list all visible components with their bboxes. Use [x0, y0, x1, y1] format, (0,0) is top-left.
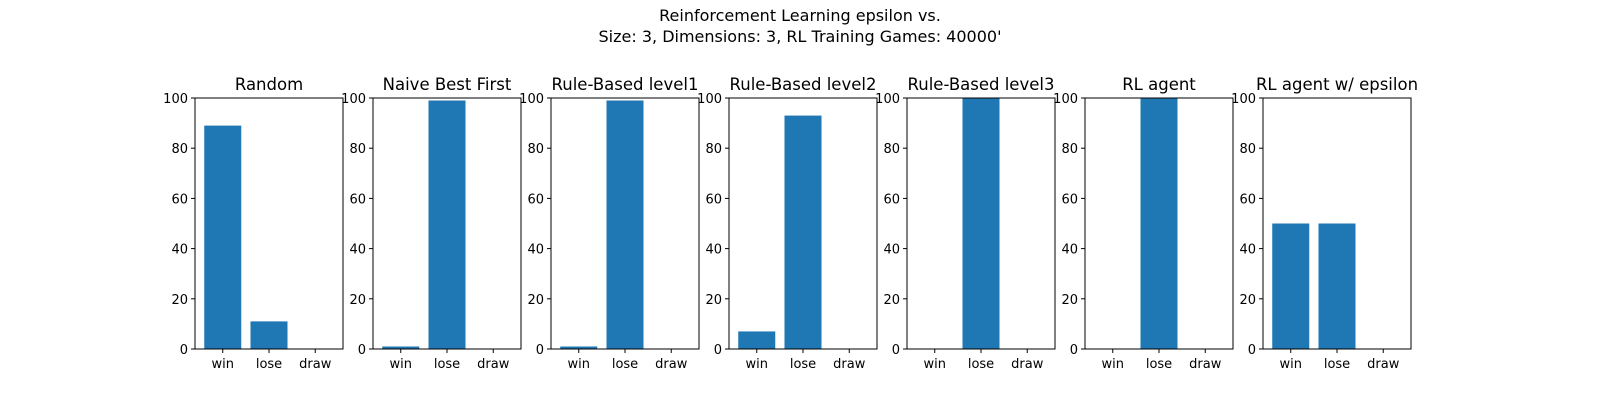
x-tick-label: win: [568, 357, 590, 372]
y-tick-label: 20: [527, 293, 544, 308]
y-tick-label: 60: [171, 192, 188, 207]
x-tick-label: lose: [1324, 357, 1350, 372]
y-tick-label: 60: [349, 192, 366, 207]
y-tick-label: 0: [180, 343, 188, 358]
bar-win: [1272, 223, 1310, 349]
chart-panel-7: RL agent w/ epsilon 0 20 40 60 80 100 win lose dr…: [1231, 75, 1418, 372]
y-tick-label: 100: [1053, 92, 1078, 107]
y-tick-label: 60: [1061, 192, 1078, 207]
y-tick-label: 40: [1061, 243, 1078, 258]
y-tick-label: 80: [349, 142, 366, 157]
chart-panel-4: Rule-Based level2 0 20 40 60 80 100 win lose draw: [697, 75, 878, 372]
y-tick-label: 80: [1061, 142, 1078, 157]
x-tick-label: draw: [655, 357, 688, 372]
chart-panel-2: Naive Best First 0 20 40 60 80 100 win lose draw: [341, 75, 522, 372]
x-tick-label: win: [390, 357, 412, 372]
bar-win: [382, 346, 420, 349]
y-tick-label: 0: [892, 343, 900, 358]
y-tick-label: 20: [1239, 293, 1256, 308]
x-tick-label: draw: [1367, 357, 1400, 372]
x-tick-label: win: [212, 357, 234, 372]
y-tick-label: 20: [1061, 293, 1078, 308]
y-tick-label: 0: [714, 343, 722, 358]
x-tick-label: lose: [612, 357, 638, 372]
y-tick-label: 60: [527, 192, 544, 207]
y-tick-label: 40: [527, 243, 544, 258]
x-tick-label: lose: [790, 357, 816, 372]
figure-title-line2: Size: 3, Dimensions: 3, RL Training Game…: [599, 27, 1002, 46]
x-tick-label: draw: [299, 357, 332, 372]
y-tick-label: 80: [171, 142, 188, 157]
y-tick-label: 60: [1239, 192, 1256, 207]
panel-title: RL agent w/ epsilon: [1256, 75, 1418, 94]
y-tick-label: 100: [163, 92, 188, 107]
panel-title: Naive Best First: [383, 75, 512, 94]
x-tick-label: draw: [1189, 357, 1222, 372]
x-tick-label: draw: [477, 357, 510, 372]
x-tick-label: draw: [833, 357, 866, 372]
y-tick-label: 40: [883, 243, 900, 258]
panel-title: RL agent: [1122, 75, 1196, 94]
y-tick-label: 0: [358, 343, 366, 358]
panel-title: Rule-Based level1: [552, 75, 699, 94]
bar-lose: [428, 100, 466, 349]
chart-panel-1: Random 0 20 40 60 80 100 win lose draw: [163, 75, 344, 372]
x-tick-label: lose: [256, 357, 282, 372]
bar-lose: [250, 321, 288, 349]
bar-lose: [1140, 98, 1178, 349]
chart-panel-6: RL agent 0 20 40 60 80 100 win lose draw: [1053, 75, 1234, 372]
y-tick-label: 40: [171, 243, 188, 258]
y-tick-label: 0: [536, 343, 544, 358]
y-tick-label: 0: [1248, 343, 1256, 358]
bar-win: [738, 331, 776, 349]
y-tick-label: 0: [1070, 343, 1078, 358]
y-tick-label: 20: [171, 293, 188, 308]
bar-lose: [606, 100, 644, 349]
figure-title-line1: Reinforcement Learning epsilon vs.: [659, 6, 941, 25]
y-tick-label: 100: [519, 92, 544, 107]
x-tick-label: win: [746, 357, 768, 372]
bar-win: [204, 125, 242, 349]
y-tick-label: 80: [705, 142, 722, 157]
x-tick-label: lose: [434, 357, 460, 372]
x-tick-label: lose: [1146, 357, 1172, 372]
y-tick-label: 100: [697, 92, 722, 107]
y-tick-label: 100: [1231, 92, 1256, 107]
x-tick-label: lose: [968, 357, 994, 372]
bar-win: [560, 346, 598, 349]
y-tick-label: 60: [883, 192, 900, 207]
y-tick-label: 100: [341, 92, 366, 107]
y-tick-label: 20: [883, 293, 900, 308]
y-tick-label: 40: [705, 243, 722, 258]
x-tick-label: win: [1280, 357, 1302, 372]
y-tick-label: 40: [1239, 243, 1256, 258]
panel-title: Rule-Based level3: [908, 75, 1055, 94]
panel-title: Random: [235, 75, 303, 94]
chart-panel-5: Rule-Based level3 0 20 40 60 80 100 win lose draw: [875, 75, 1056, 372]
x-tick-label: win: [1102, 357, 1124, 372]
y-tick-label: 40: [349, 243, 366, 258]
chart-panel-3: Rule-Based level1 0 20 40 60 80 100 win lose draw: [519, 75, 700, 372]
y-tick-label: 20: [349, 293, 366, 308]
y-tick-label: 20: [705, 293, 722, 308]
panel-title: Rule-Based level2: [730, 75, 877, 94]
y-tick-label: 80: [883, 142, 900, 157]
x-tick-label: draw: [1011, 357, 1044, 372]
bar-lose: [784, 115, 822, 349]
y-tick-label: 80: [527, 142, 544, 157]
y-tick-label: 80: [1239, 142, 1256, 157]
bar-lose: [962, 98, 1000, 349]
y-tick-label: 100: [875, 92, 900, 107]
bar-lose: [1318, 223, 1356, 349]
y-tick-label: 60: [705, 192, 722, 207]
x-tick-label: win: [924, 357, 946, 372]
